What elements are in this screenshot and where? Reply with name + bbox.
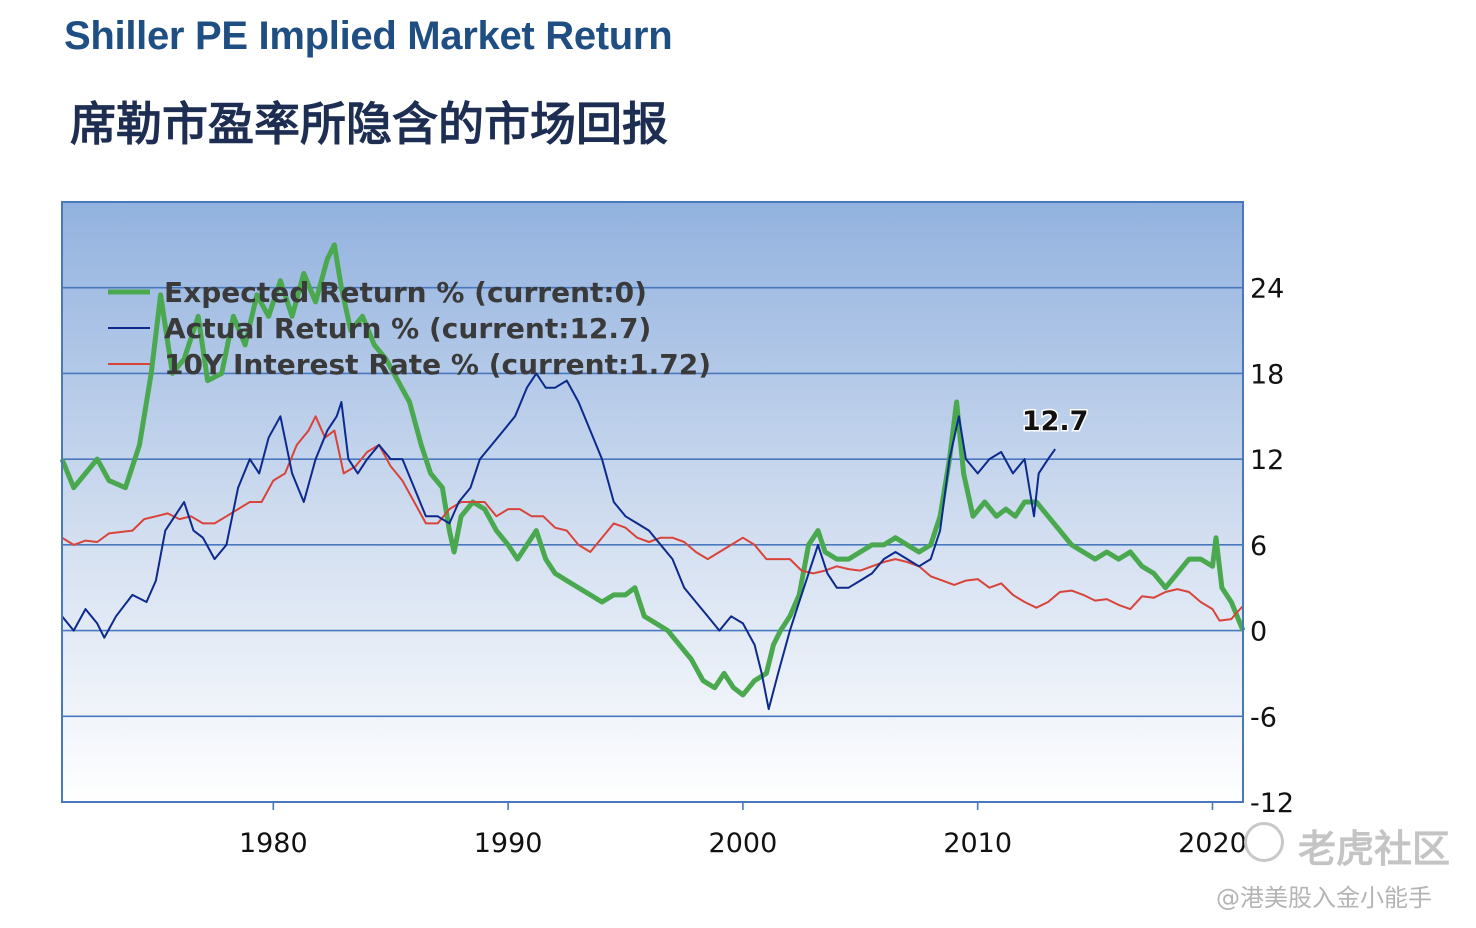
y-tick-label: 12 xyxy=(1250,445,1284,476)
series-line-2 xyxy=(61,415,1244,622)
x-tick-label: 1990 xyxy=(474,828,543,859)
y-tick-label: 6 xyxy=(1250,531,1267,562)
legend-label: Actual Return % (current:12.7) xyxy=(164,312,651,345)
watermark-author: @港美股入金小能手 xyxy=(1216,884,1432,912)
legend: Expected Return % (current:0)Actual Retu… xyxy=(108,276,711,381)
x-tick-label: 2020 xyxy=(1178,828,1247,859)
x-tick-label: 2000 xyxy=(709,828,778,859)
legend-label: Expected Return % (current:0) xyxy=(164,276,647,309)
x-tick-label: 1980 xyxy=(239,828,308,859)
y-axis-ticks: 24 18 12 6 0 -6 -12 xyxy=(1250,274,1294,819)
y-tick-label: -6 xyxy=(1250,702,1277,733)
series-line-0 xyxy=(59,242,1246,698)
legend-label: 10Y Interest Rate % (current:1.72) xyxy=(164,348,711,381)
gridlines xyxy=(62,286,1243,718)
watermark-brand: 老虎社区 xyxy=(1298,827,1451,871)
plot-frame xyxy=(61,201,1244,803)
x-tick-label: 2010 xyxy=(943,828,1012,859)
watermark-logo-icon xyxy=(1244,822,1284,862)
series-line-1 xyxy=(61,372,1057,711)
series-lines xyxy=(59,242,1246,711)
y-tick-label: 0 xyxy=(1250,617,1267,648)
x-axis-ticks: 1980 1990 2000 2010 2020 xyxy=(239,802,1247,859)
chart-title: Shiller PE Implied Market Return xyxy=(64,14,673,58)
annotation-layer: 12.7 xyxy=(1020,405,1090,439)
chart-subtitle-cn: 席勒市盈率所隐含的市场回报 xyxy=(70,97,668,151)
y-tick-label: 24 xyxy=(1250,274,1284,305)
y-tick-label: 18 xyxy=(1250,359,1284,390)
y-tick-label: -12 xyxy=(1250,788,1294,819)
annotation-label: 12.7 xyxy=(1022,406,1089,437)
